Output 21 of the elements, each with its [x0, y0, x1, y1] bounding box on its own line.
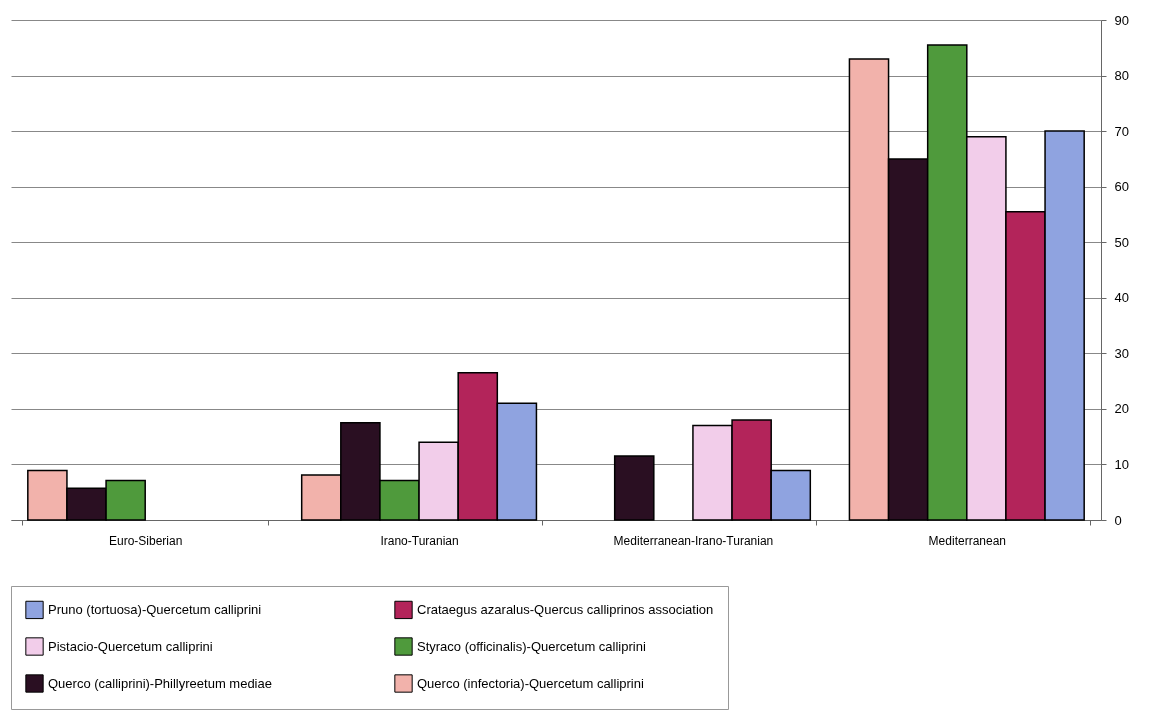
x-tick-label: Irano-Turanian — [380, 533, 459, 548]
x-tick-label: Mediterranean — [928, 533, 1006, 548]
y-tick-label: 10 — [1114, 456, 1129, 472]
legend-label: Querco (infectoria)-Quercetum calliprini — [417, 675, 644, 691]
y-tick-label: 80 — [1114, 68, 1129, 84]
y-tick-label: 40 — [1114, 290, 1129, 306]
bar — [613, 455, 655, 521]
legend-label: Styraco (officinalis)-Quercetum calliprini — [417, 638, 646, 654]
legend-label: Pruno (tortuosa)-Quercetum calliprini — [48, 601, 262, 617]
legend-label: Querco (calliprini)-Phillyreetum mediae — [48, 675, 272, 691]
legend-label: Crataegus azaralus-Quercus calliprinos association — [417, 601, 714, 617]
y-tick-label: 50 — [1114, 234, 1129, 250]
y-tick-label: 30 — [1114, 345, 1129, 361]
y-tick-label: 70 — [1114, 123, 1129, 139]
x-tick-label: Mediterranean-Irano-Turanian — [613, 533, 774, 548]
y-tick-label: 20 — [1114, 401, 1129, 417]
y-tick-label: 90 — [1114, 12, 1129, 28]
x-tick-label: Euro-Siberian — [109, 533, 183, 548]
legend-label: Pistacio-Quercetum calliprini — [48, 638, 213, 654]
y-tick-label: 60 — [1114, 179, 1129, 195]
y-tick-label: 0 — [1114, 512, 1122, 528]
